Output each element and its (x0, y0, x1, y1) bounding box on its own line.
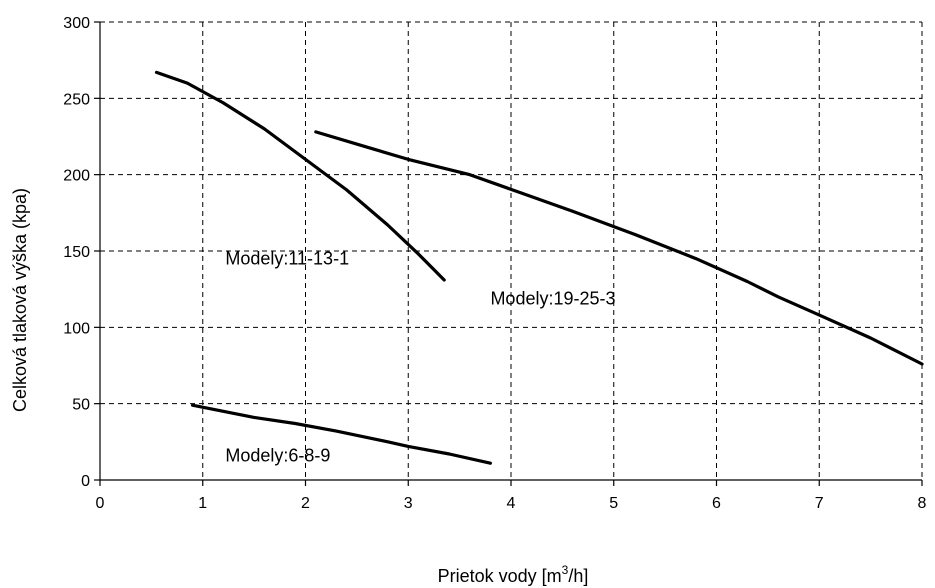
x-tick-label-2: 2 (301, 495, 310, 512)
series-line-1 (314, 130, 924, 366)
x-axis-title: Prietok vody [m3/h] (438, 563, 589, 586)
y-tick-label-6: 300 (63, 15, 90, 32)
x-tick-label-0: 0 (96, 495, 105, 512)
x-axis-title-end: /h] (568, 566, 588, 586)
series-layer (154, 70, 924, 465)
x-tick-label-7: 7 (815, 495, 824, 512)
y-tick-label-4: 200 (63, 168, 90, 185)
tick-layer: 0 1 2 3 4 5 6 7 8 0 50 100 150 200 250 300 (63, 15, 926, 512)
x-axis-title-superscript: 3 (562, 563, 569, 577)
y-tick-label-3: 150 (63, 244, 90, 261)
x-axis-title-main: Prietok vody [m (438, 566, 562, 586)
annot-layer: Modely:11-13-1 Modely:19-25-3 Modely:6-8-9 (225, 249, 615, 466)
series-line-2 (190, 403, 492, 465)
x-tick-label-3: 3 (404, 495, 413, 512)
series-label-1: Modely:19-25-3 (490, 288, 615, 308)
x-tick-label-6: 6 (712, 495, 721, 512)
series-label-2: Modely:6-8-9 (225, 446, 330, 466)
x-tick-label-4: 4 (507, 495, 516, 512)
grid-layer (100, 21, 923, 480)
x-tick-label-1: 1 (198, 495, 207, 512)
y-axis-title: Celková tlaková výška (kpa) (10, 188, 30, 412)
y-tick-label-2: 100 (63, 320, 90, 337)
series-line-0 (154, 70, 446, 282)
y-tick-label-1: 50 (72, 397, 90, 414)
y-tick-label-0: 0 (81, 473, 90, 490)
series-label-0: Modely:11-13-1 (225, 249, 349, 269)
y-tick-label-5: 250 (63, 91, 90, 108)
x-tick-label-8: 8 (918, 495, 927, 512)
x-tick-label-5: 5 (609, 495, 618, 512)
